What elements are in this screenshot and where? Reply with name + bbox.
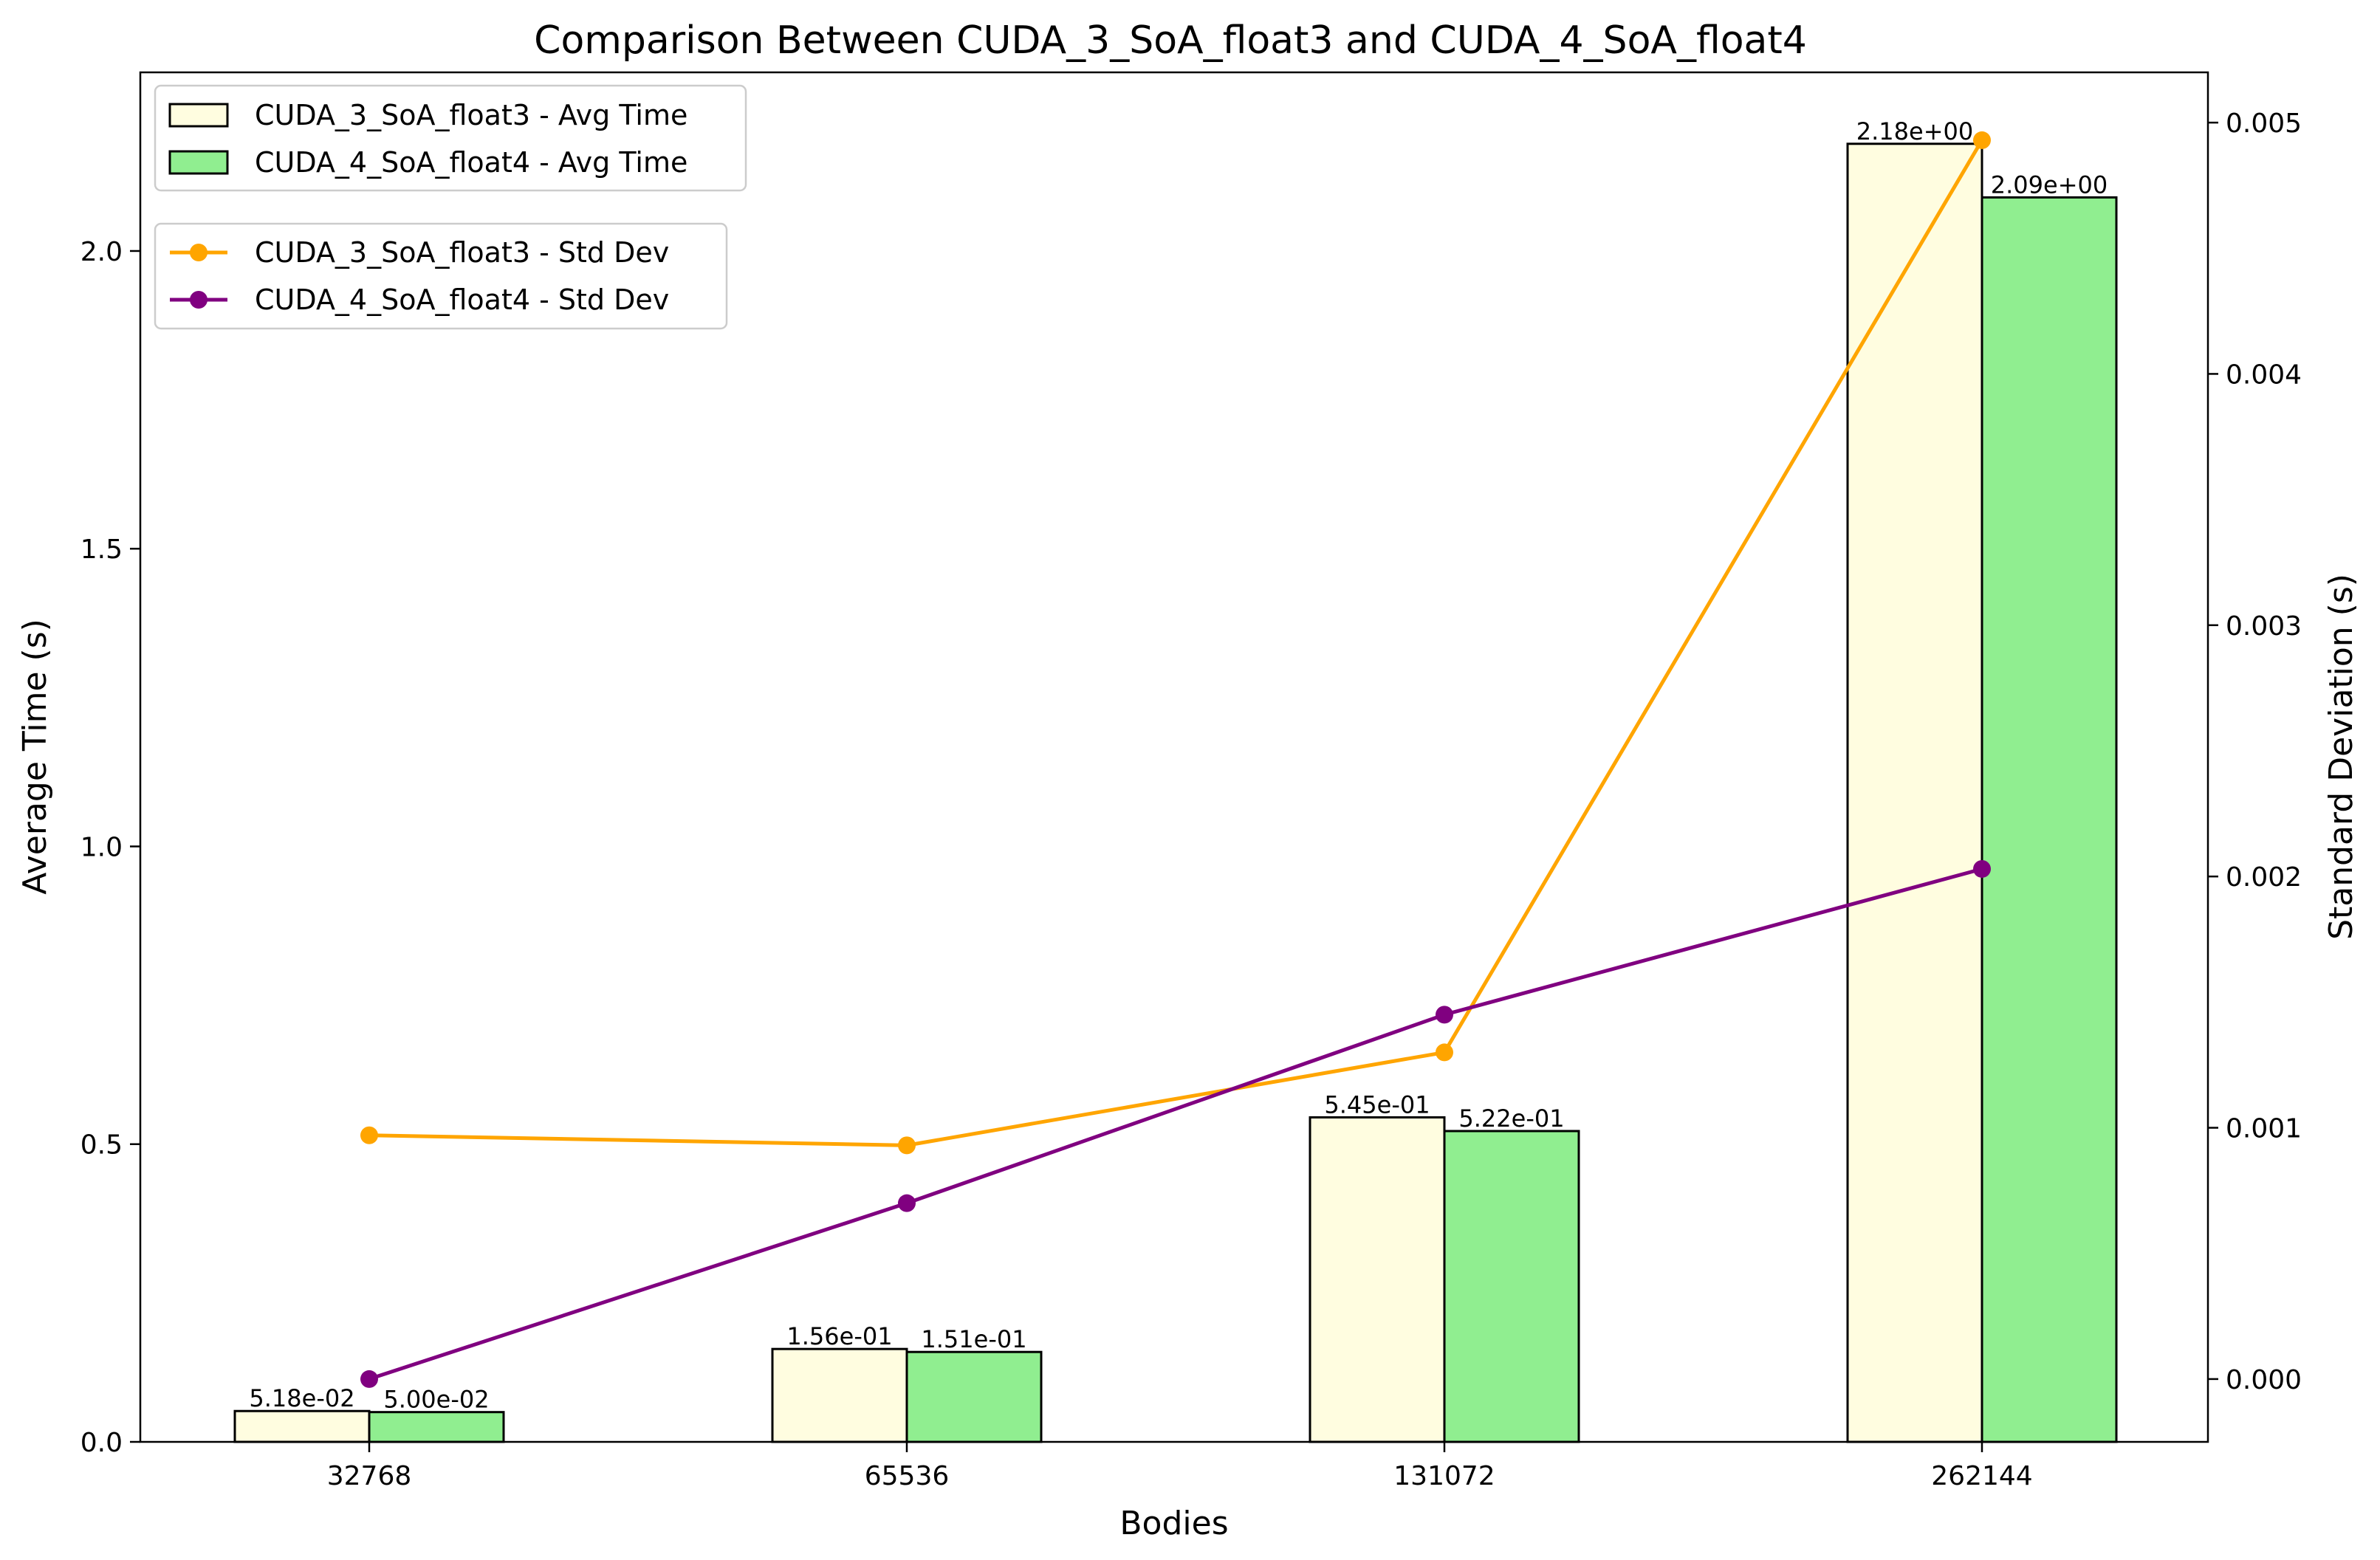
bar-value-label: 5.22e-01 (1458, 1104, 1564, 1133)
bar-value-label: 1.51e-01 (921, 1325, 1026, 1353)
legend-entry: CUDA_4_SoA_float4 - Std Dev (255, 284, 669, 316)
bar-float4-262144 (1981, 196, 2118, 1443)
point-float3-131072 (1436, 1043, 1453, 1062)
y-tick-label: 1.0 (80, 832, 123, 862)
bar-float4-131072 (1443, 1130, 1580, 1443)
x-tick-label: 262144 (1931, 1461, 2032, 1491)
legend-marker (190, 291, 208, 309)
bar-value-label: 5.00e-02 (383, 1386, 489, 1414)
bar-float3-262144 (1846, 142, 1983, 1443)
bar-float3-131072 (1309, 1116, 1446, 1443)
legend-box (154, 222, 728, 330)
y2-tick-label: 0.001 (2226, 1114, 2302, 1144)
plot-frame (139, 71, 2209, 1443)
legend-entry: CUDA_3_SoA_float3 - Std Dev (255, 236, 669, 269)
legend-box (154, 84, 747, 192)
bar-value-label: 2.18e+00 (1856, 117, 1973, 145)
bar-float3-65536 (771, 1347, 908, 1443)
point-float4-262144 (1973, 859, 1991, 878)
legend-bars: CUDA_3_SoA_float3 - Avg Time CUDA_4_SoA_f… (154, 84, 747, 192)
y-tick-label: 2.0 (80, 237, 123, 267)
legend-entry: CUDA_3_SoA_float3 - Avg Time (255, 99, 687, 131)
bar-value-label: 5.45e-01 (1324, 1090, 1430, 1119)
y-axis-right: 0.000 0.001 0.002 0.003 0.004 0.005 (2208, 109, 2302, 1395)
lines-layer (360, 131, 1991, 1388)
y2-tick-label: 0.005 (2226, 109, 2302, 139)
bar-labels-layer: 5.18e-02 1.56e-01 5.45e-01 2.18e+00 5.00e-02… (249, 117, 2108, 1414)
legend-entry: CUDA_4_SoA_float4 - Avg Time (255, 146, 687, 179)
y2-tick-label: 0.000 (2226, 1365, 2302, 1395)
legend-marker (190, 244, 208, 261)
bar-value-label: 2.09e+00 (1991, 171, 2108, 199)
y-tick-label: 1.5 (80, 535, 123, 565)
y2-axis-label: Standard Deviation (s) (2322, 574, 2360, 940)
y-axis-label: Average Time (s) (16, 619, 54, 895)
point-float3-65536 (898, 1136, 916, 1155)
chart-title: Comparison Between CUDA_3_SoA_float3 and… (534, 18, 1807, 63)
y2-tick-label: 0.004 (2226, 360, 2302, 390)
x-tick-label: 32768 (327, 1461, 412, 1491)
legend-swatch-float3-avg (168, 103, 229, 128)
bar-value-label: 1.56e-01 (786, 1322, 892, 1350)
point-float4-32768 (360, 1370, 378, 1388)
y-axis-left: 0.0 0.5 1.0 1.5 2.0 (80, 237, 140, 1458)
x-tick-label: 131072 (1393, 1461, 1495, 1491)
point-float4-131072 (1436, 1006, 1453, 1024)
legend-swatch-float4-avg (168, 150, 229, 175)
point-float3-262144 (1973, 131, 1991, 149)
bar-value-label: 5.18e-02 (249, 1384, 354, 1412)
line-float3-std-dev (368, 139, 1984, 1147)
line-float4-std-dev (368, 867, 1983, 1381)
y2-tick-label: 0.003 (2226, 611, 2302, 642)
y2-tick-label: 0.002 (2226, 862, 2302, 893)
x-tick-label: 65536 (865, 1461, 950, 1491)
x-axis: 32768 65536 131072 262144 (327, 1442, 2033, 1491)
point-float3-32768 (360, 1126, 378, 1144)
legend-lines: CUDA_3_SoA_float3 - Std Dev CUDA_4_SoA_fl… (154, 222, 728, 330)
y-tick-label: 0.5 (80, 1130, 123, 1161)
x-axis-label: Bodies (1119, 1505, 1228, 1542)
bar-float4-65536 (905, 1350, 1043, 1443)
bars-layer (233, 142, 2118, 1443)
y-tick-label: 0.0 (80, 1428, 123, 1458)
point-float4-65536 (898, 1194, 916, 1212)
bar-float4-32768 (368, 1411, 505, 1443)
bar-float3-32768 (233, 1409, 371, 1443)
